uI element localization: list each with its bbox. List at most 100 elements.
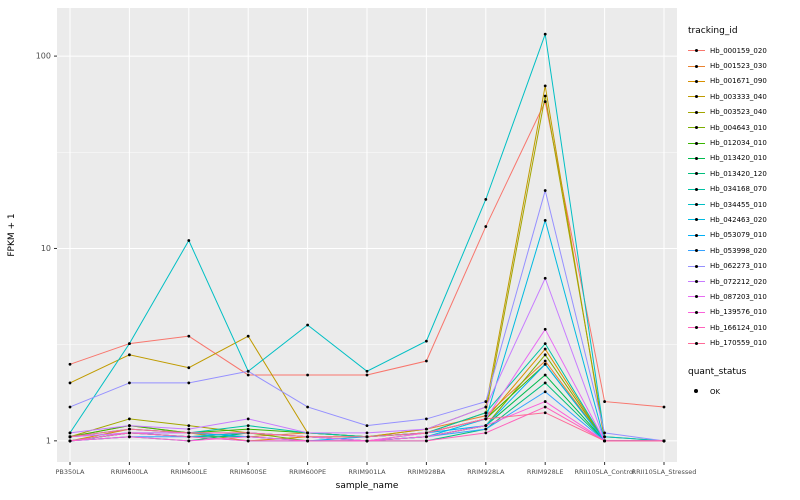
data-point [246, 435, 250, 439]
data-point [543, 362, 547, 366]
legend-entry-label: Hb_087203_010 [710, 292, 767, 301]
data-point [187, 435, 191, 439]
data-point [127, 342, 131, 346]
data-point [187, 381, 191, 385]
data-point [543, 373, 547, 377]
data-point [127, 381, 131, 385]
data-point [365, 431, 369, 435]
legend-entry-Hb_012034_010: Hb_012034_010 [688, 135, 798, 150]
data-point [68, 439, 72, 443]
data-point [187, 431, 191, 435]
data-point [306, 373, 309, 377]
legend-entry-Hb_000159_020: Hb_000159_020 [688, 43, 798, 58]
data-point [246, 369, 250, 373]
legend-entry-label: Hb_003333_040 [710, 92, 767, 101]
data-point [127, 417, 131, 421]
legend-key-icon [688, 199, 705, 210]
legend-entry-label: Hb_139576_010 [710, 308, 767, 317]
x-tick-label: RRIM928BA [407, 468, 445, 476]
data-point [306, 323, 309, 327]
data-point [68, 405, 72, 409]
data-point [484, 400, 488, 403]
y-tick-label: 1 [46, 436, 51, 445]
legend-entry-Hb_166124_010: Hb_166124_010 [688, 320, 798, 335]
legend-entry-label: Hb_012034_010 [710, 139, 767, 148]
legend-entry-label: Hb_053079_010 [710, 231, 767, 240]
legend-entry-label: Hb_013420_120 [710, 169, 767, 178]
data-point [543, 218, 547, 222]
quant-legend-title: quant_status [688, 366, 747, 377]
data-point [187, 366, 191, 370]
legend-key-icon [688, 153, 705, 164]
legend-key-icon [688, 107, 705, 118]
legend-entry-Hb_034455_010: Hb_034455_010 [688, 197, 798, 212]
legend-entry-Hb_087203_010: Hb_087203_010 [688, 289, 798, 304]
data-point [68, 435, 72, 439]
quant-legend-label: OK [710, 387, 721, 396]
y-axis-title: FPKM + 1 [7, 213, 17, 256]
data-point [603, 439, 606, 443]
data-point [662, 405, 666, 409]
data-point [246, 424, 250, 428]
legend-key-icon [688, 45, 705, 56]
data-point [543, 390, 547, 394]
legend-entry-Hb_003333_040: Hb_003333_040 [688, 89, 798, 104]
data-point [543, 381, 547, 385]
legend-entry-Hb_001523_030: Hb_001523_030 [688, 58, 798, 73]
data-point [425, 359, 428, 363]
data-point [543, 84, 547, 88]
data-point [246, 417, 250, 421]
legend-entry-Hb_042463_020: Hb_042463_020 [688, 212, 798, 227]
data-point [187, 424, 191, 428]
data-point [365, 424, 369, 428]
data-point [543, 327, 547, 331]
legend-entry-Hb_034168_070: Hb_034168_070 [688, 182, 798, 197]
data-point [425, 439, 428, 443]
x-tick-label: RRIM600PE [289, 468, 326, 476]
data-point [246, 439, 250, 443]
data-point [187, 427, 191, 431]
legend-key-icon [688, 76, 705, 87]
x-tick-label: RRIM928LA [467, 468, 505, 476]
legend-entry-label: Hb_170559_010 [710, 339, 767, 348]
data-point [484, 414, 488, 418]
legend-entry-label: Hb_001671_090 [710, 77, 767, 86]
legend-entry-label: Hb_013420_010 [710, 154, 767, 163]
data-point [365, 369, 369, 373]
data-point [187, 439, 191, 443]
legend-entry-Hb_013420_010: Hb_013420_010 [688, 151, 798, 166]
data-point [603, 400, 606, 403]
x-axis-title: sample_name [336, 481, 399, 491]
data-point [543, 276, 547, 280]
legend-entry-label: Hb_042463_020 [710, 215, 767, 224]
legend-entry-Hb_170559_010: Hb_170559_010 [688, 335, 798, 350]
data-point [484, 197, 488, 201]
data-point [543, 94, 547, 98]
data-point [246, 334, 250, 338]
data-point [543, 342, 547, 346]
data-point [543, 347, 547, 351]
legend-entry-Hb_053079_010: Hb_053079_010 [688, 228, 798, 243]
legend-key-icon [688, 261, 705, 272]
data-point [603, 435, 606, 439]
legend-entry-Hb_072212_020: Hb_072212_020 [688, 274, 798, 289]
data-point [662, 439, 666, 443]
data-point [425, 435, 428, 439]
legend-entry-Hb_013420_120: Hb_013420_120 [688, 166, 798, 181]
legend-entry-label: Hb_004643_010 [710, 123, 767, 132]
y-tick-label: 10 [41, 244, 51, 253]
data-point [68, 381, 72, 385]
data-point [246, 431, 250, 435]
data-point [127, 424, 131, 428]
data-point [543, 411, 547, 415]
data-point [246, 373, 250, 377]
data-point [425, 417, 428, 421]
legend-key-icon [688, 138, 705, 149]
legend-title: tracking_id [688, 26, 738, 36]
data-point [484, 225, 488, 228]
data-point [425, 427, 428, 431]
data-point [543, 400, 547, 403]
legend-entry-label: Hb_034455_010 [710, 200, 767, 209]
